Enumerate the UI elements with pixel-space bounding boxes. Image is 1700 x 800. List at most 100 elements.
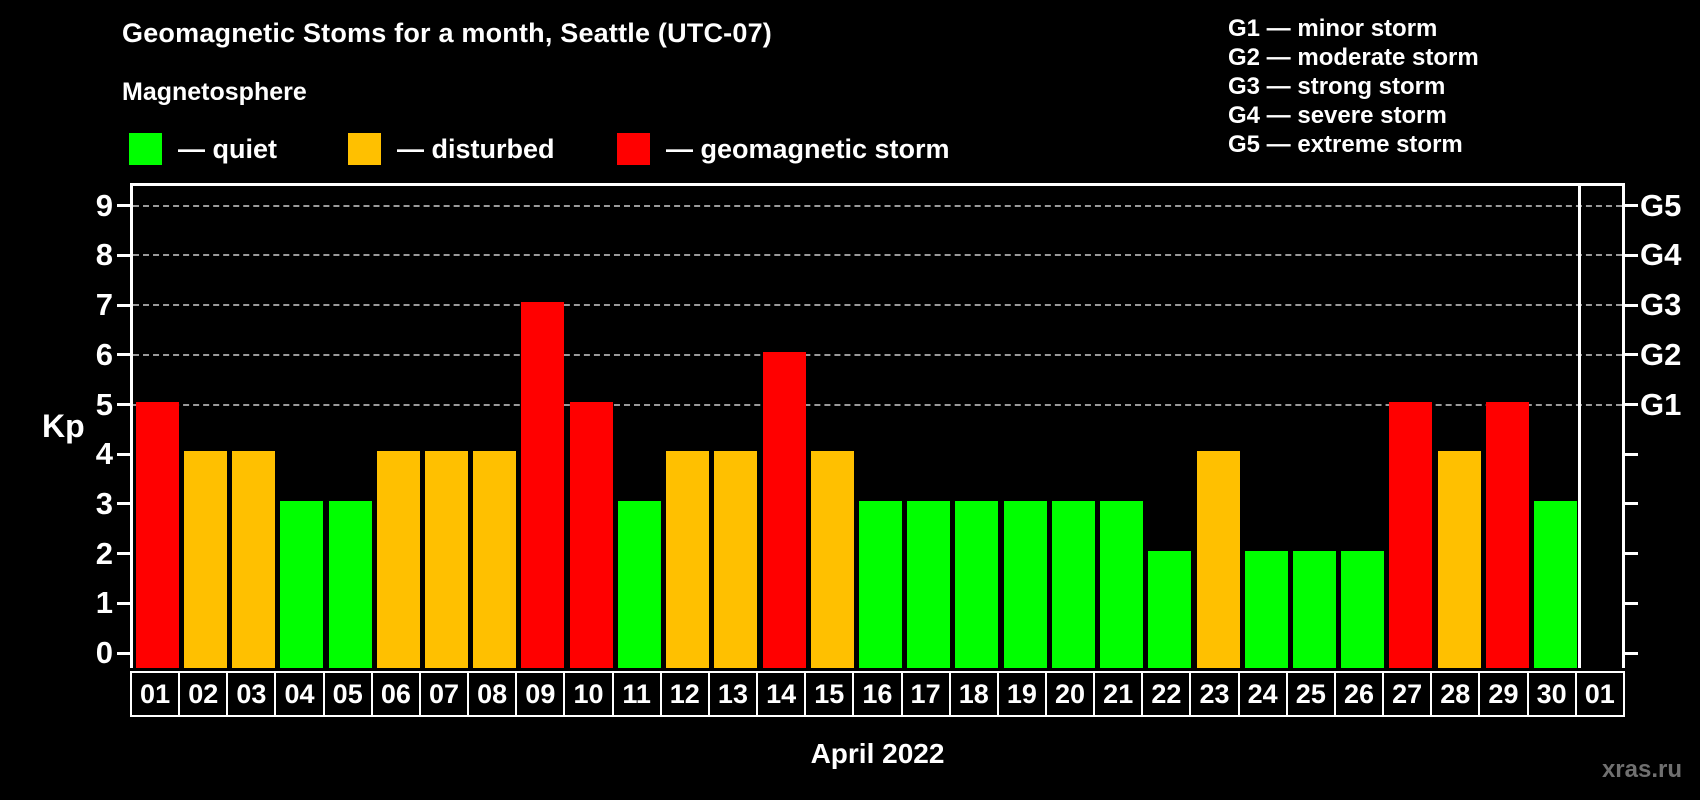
y-tick-left-1 — [117, 601, 130, 605]
y-tick-right-1 — [1625, 601, 1638, 605]
day-label-box: 29 — [1478, 671, 1529, 717]
bar-day-29 — [1485, 401, 1529, 668]
y-tick-label-0: 0 — [95, 635, 113, 670]
y-tick-left-2 — [117, 552, 130, 556]
bar-day-25 — [1293, 550, 1337, 668]
y-tick-label-6: 6 — [95, 336, 113, 372]
g-tick-label-G4: G4 — [1640, 237, 1682, 273]
gridline-kp6 — [133, 353, 1622, 356]
g-scale-line-2: G2 — moderate storm — [1228, 44, 1479, 71]
day-label-box: 06 — [370, 671, 421, 717]
day-label-box: 12 — [659, 671, 710, 717]
legend-label-quiet: — quiet — [178, 133, 277, 164]
y-tick-right-6 — [1625, 353, 1638, 357]
gridline-kp9 — [133, 204, 1622, 207]
bar-day-05 — [328, 500, 372, 668]
day-label-box: 01 — [1574, 671, 1625, 717]
g-scale-legend: G1 — minor storm G2 — moderate storm G3 — … — [1228, 14, 1479, 159]
day-label-box: 02 — [178, 671, 229, 717]
bar-day-13 — [714, 451, 758, 668]
day-label-box: 23 — [1189, 671, 1240, 717]
bar-day-07 — [424, 451, 468, 668]
day-label-box: 07 — [418, 671, 470, 717]
plot-area: 0 1 2 3 4 5 G1 6 G2 7 G3 8 G4 9 G5 — [96, 183, 1681, 670]
day-label-box: 11 — [611, 671, 662, 717]
x-axis-title: April 2022 — [810, 738, 945, 769]
day-label-box: 24 — [1237, 671, 1288, 717]
day-label-box: 21 — [1093, 671, 1144, 717]
day-label-box: 04 — [274, 671, 325, 717]
y-tick-label-2: 2 — [95, 535, 113, 571]
bar-day-19 — [1003, 500, 1047, 668]
day-label-box: 20 — [1044, 671, 1096, 717]
y-tick-left-8 — [117, 253, 130, 257]
g-tick-label-G1: G1 — [1640, 386, 1682, 422]
bar-day-10 — [569, 401, 613, 668]
legend-item-quiet: — quiet — [129, 131, 277, 167]
bar-day-23 — [1196, 451, 1240, 668]
y-tick-left-6 — [117, 353, 130, 357]
day-label-box: 01 — [130, 671, 181, 717]
y-tick-label-5: 5 — [95, 386, 113, 422]
bar-day-27 — [1389, 401, 1433, 668]
y-tick-label-9: 9 — [95, 187, 113, 223]
g-scale-line-3: G3 — strong storm — [1228, 73, 1446, 100]
bar-day-21 — [1100, 500, 1144, 668]
bar-day-11 — [617, 500, 661, 668]
g-tick-label-G5: G5 — [1640, 187, 1682, 223]
bar-day-16 — [858, 500, 902, 668]
g-scale-line-5: G5 — extreme storm — [1228, 131, 1463, 158]
y-tick-label-3: 3 — [95, 485, 113, 521]
y-tick-left-7 — [117, 303, 130, 307]
bar-day-28 — [1437, 451, 1481, 668]
day-label-box: 05 — [322, 671, 373, 717]
day-label-box: 30 — [1526, 671, 1577, 717]
legend-item-disturbed: — disturbed — [348, 131, 555, 167]
y-tick-right-4 — [1625, 452, 1638, 456]
y-tick-label-1: 1 — [95, 585, 113, 621]
bar-day-24 — [1244, 550, 1288, 668]
day-label-box: 27 — [1382, 671, 1433, 717]
y-tick-label-4: 4 — [95, 436, 113, 472]
quiet-swatch-icon — [129, 133, 162, 165]
g-scale-line-1: G1 — minor storm — [1228, 15, 1438, 42]
day-label-box: 03 — [226, 671, 277, 717]
bar-day-18 — [955, 500, 999, 668]
bar-day-12 — [666, 451, 710, 668]
chart-title: Geomagnetic Stoms for a month, Seattle (… — [122, 18, 772, 48]
y-tick-left-3 — [117, 502, 130, 506]
y-tick-label-7: 7 — [95, 287, 113, 323]
y-tick-right-0 — [1625, 651, 1638, 655]
bar-day-08 — [473, 451, 517, 668]
g-tick-label-G2: G2 — [1640, 336, 1682, 372]
y-tick-label-8: 8 — [95, 237, 113, 273]
watermark: xras.ru — [1601, 756, 1682, 783]
disturbed-swatch-icon — [348, 133, 381, 165]
day-label-box: 26 — [1333, 671, 1385, 717]
day-label-box: 18 — [948, 671, 999, 717]
day-label-box: 08 — [467, 671, 518, 717]
bar-day-26 — [1341, 550, 1385, 668]
day-label-box: 28 — [1430, 671, 1481, 717]
legend-item-storm: — geomagnetic storm — [617, 131, 950, 167]
day-label-box: 19 — [996, 671, 1047, 717]
storm-swatch-icon — [617, 133, 650, 165]
legend-label-storm: — geomagnetic storm — [666, 133, 950, 164]
gridline-kp5 — [133, 403, 1622, 406]
bar-day-04 — [280, 500, 324, 668]
bar-day-22 — [1148, 550, 1192, 668]
bar-day-01 — [135, 401, 179, 668]
day-label-box: 15 — [804, 671, 855, 717]
bar-day-09 — [521, 302, 565, 668]
day-label-box: 25 — [1285, 671, 1336, 717]
day-label-box: 10 — [563, 671, 614, 717]
bar-day-03 — [232, 451, 276, 668]
day-label-box: 14 — [756, 671, 807, 717]
y-axis-title: Kp — [42, 408, 85, 444]
y-tick-right-2 — [1625, 552, 1638, 556]
y-tick-left-0 — [117, 651, 130, 655]
day-label-box: 17 — [900, 671, 951, 717]
x-axis-day-labels: 01 02 03 04 05 06 07 08 09 10 11 12 13 14 15 16 17 18 19 20… — [130, 671, 1625, 717]
g-tick-label-G3: G3 — [1640, 287, 1682, 323]
